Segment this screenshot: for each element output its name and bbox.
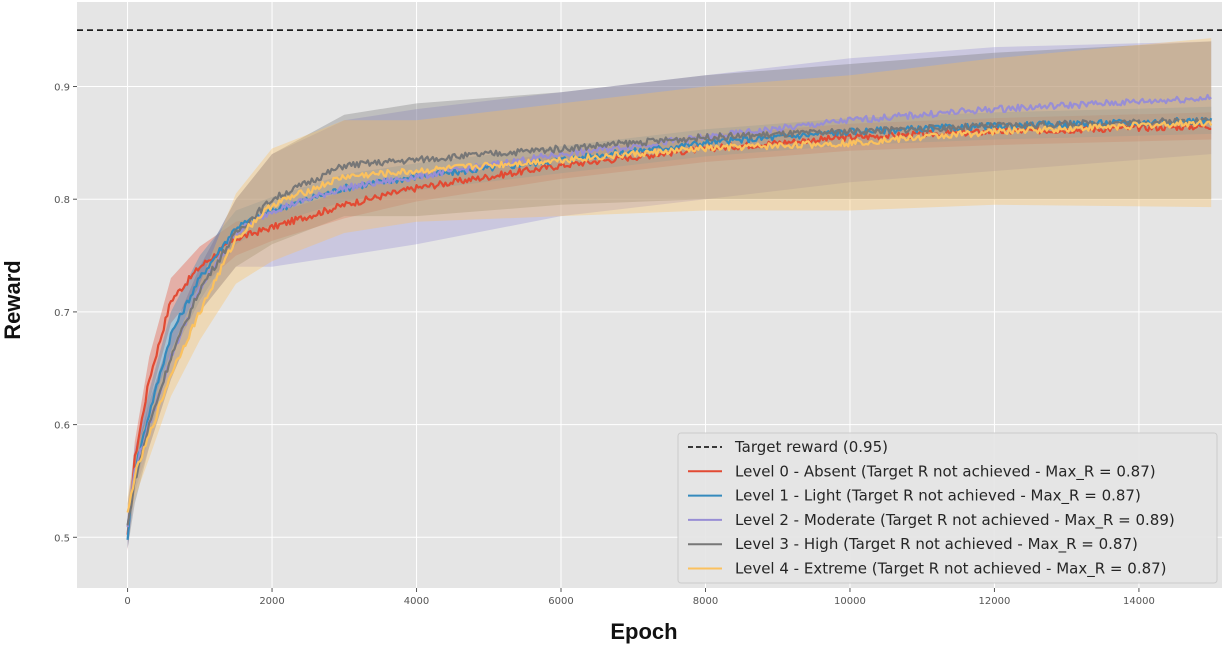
legend-label: Level 4 - Extreme (Target R not achieved… bbox=[735, 560, 1167, 579]
y-axis-ticks: 0.5 0.6 0.7 0.8 0.9 bbox=[54, 83, 77, 544]
x-tick-label: 8000 bbox=[693, 596, 718, 607]
band-2 bbox=[127, 41, 1212, 549]
y-tick-label: 0.7 bbox=[54, 308, 70, 319]
x-tick-label: 6000 bbox=[548, 596, 573, 607]
y-axis-label: Reward bbox=[0, 260, 25, 339]
y-tick-label: 0.8 bbox=[54, 195, 70, 206]
legend-box bbox=[677, 432, 1218, 584]
x-axis-ticks: 0 2000 4000 6000 8000 10000 12000 14000 bbox=[124, 588, 1155, 607]
series-line-4 bbox=[126, 119, 1213, 513]
x-tick-label: 10000 bbox=[834, 596, 866, 607]
x-axis-label: Epoch bbox=[610, 619, 677, 644]
legend-label: Level 1 - Light (Target R not achieved -… bbox=[735, 487, 1141, 506]
x-tick-label: 2000 bbox=[259, 596, 284, 607]
legend-label: Level 2 - Moderate (Target R not achieve… bbox=[735, 511, 1175, 530]
grid bbox=[77, 2, 1222, 588]
y-tick-label: 0.5 bbox=[54, 533, 70, 544]
legend-label: Target reward (0.95) bbox=[734, 438, 888, 456]
y-tick-label: 0.6 bbox=[54, 421, 70, 432]
series-line-3 bbox=[126, 117, 1212, 526]
x-tick-label: 14000 bbox=[1123, 596, 1155, 607]
x-tick-label: 0 bbox=[124, 596, 130, 607]
series-lines bbox=[126, 93, 1213, 540]
band-3 bbox=[127, 41, 1212, 549]
legend-label: Level 3 - High (Target R not achieved - … bbox=[735, 535, 1138, 554]
y-tick-label: 0.9 bbox=[54, 83, 70, 94]
legend: Target reward (0.95) Level 0 - Absent (Ta… bbox=[677, 432, 1218, 584]
legend-label: Level 0 - Absent (Target R not achieved … bbox=[735, 462, 1156, 481]
x-tick-label: 4000 bbox=[404, 596, 429, 607]
x-tick-label: 12000 bbox=[979, 596, 1011, 607]
